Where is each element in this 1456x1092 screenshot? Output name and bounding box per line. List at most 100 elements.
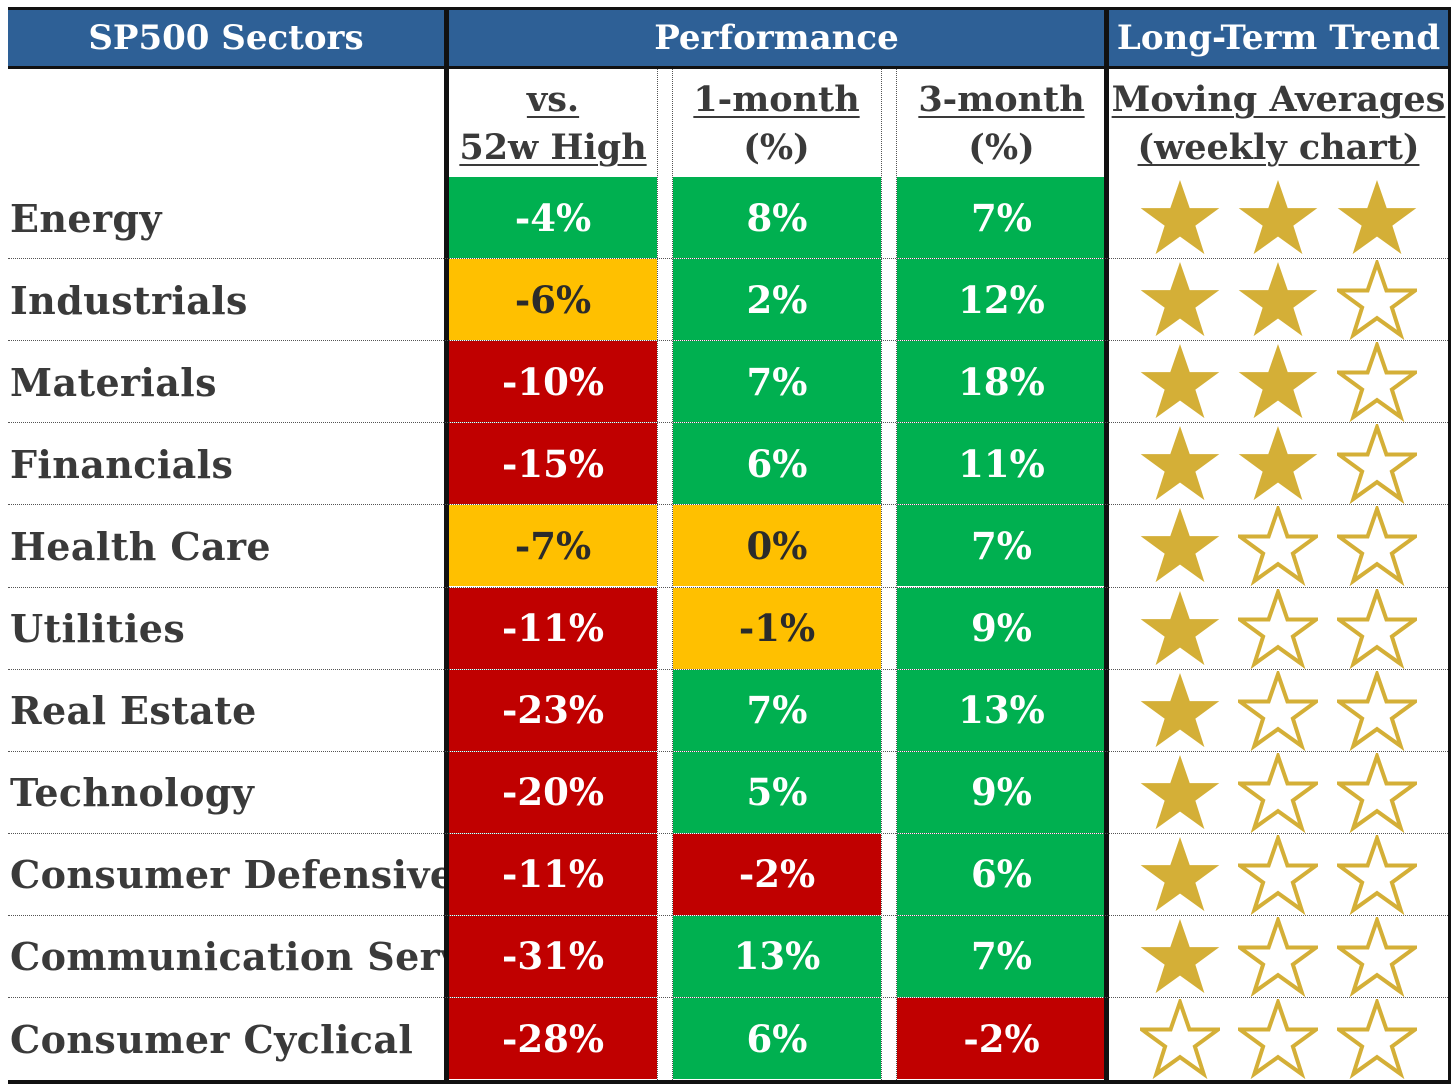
- sector-label: Technology: [10, 770, 255, 816]
- value-cell-vs52w: -6%: [449, 259, 657, 341]
- value-cell-m1: -2%: [673, 833, 881, 915]
- sector-label: Energy: [10, 195, 162, 241]
- subheader-ma-line2: (weekly chart): [1137, 127, 1420, 168]
- divider-perf-1: [657, 69, 658, 1080]
- row-divider: [8, 258, 1448, 260]
- divider-perf-3: [881, 69, 882, 1080]
- star-filled-icon: [1140, 918, 1220, 994]
- star-rating: [1109, 670, 1448, 752]
- border-bottom: [8, 1080, 1451, 1084]
- value-cell-m1: 7%: [673, 341, 881, 423]
- row-divider: [8, 422, 1448, 424]
- row-divider: [8, 914, 1448, 916]
- header-sectors: SP500 Sectors: [8, 10, 444, 66]
- divider-sectors: [444, 8, 449, 1084]
- star-outline-icon: [1336, 670, 1417, 751]
- value-cell-m1: 6%: [673, 423, 881, 505]
- divider-perf-4: [896, 69, 897, 1080]
- star-rating: [1109, 834, 1448, 916]
- subheader-3m-line2: (%): [968, 127, 1035, 168]
- star-outline-icon: [1336, 342, 1417, 423]
- header-performance: Performance: [449, 10, 1104, 66]
- value-cell-vs52w: -28%: [449, 998, 657, 1080]
- value-cell-vs52w: -10%: [449, 341, 657, 423]
- header-sectors-title: SP500 Sectors: [88, 18, 364, 58]
- value-cell-m1: 2%: [673, 259, 881, 341]
- value-cell-vs52w: -11%: [449, 587, 657, 669]
- subheader-52w-line1: vs.: [526, 79, 580, 120]
- star-outline-icon: [1140, 999, 1221, 1080]
- value-cell-m3: 13%: [897, 669, 1106, 751]
- value-cell-m1: 13%: [673, 915, 881, 997]
- value-cell-m3: 18%: [897, 341, 1106, 423]
- value-cell-vs52w: -20%: [449, 751, 657, 833]
- star-filled-icon: [1140, 508, 1220, 583]
- value-cell-m1: 7%: [673, 669, 881, 751]
- star-filled-icon: [1140, 262, 1220, 337]
- row-divider: [8, 750, 1448, 752]
- star-filled-icon: [1239, 426, 1318, 501]
- value-cell-m1: 6%: [673, 998, 881, 1080]
- sector-label: Materials: [10, 359, 217, 405]
- row-divider: [8, 340, 1448, 342]
- sector-label: Industrials: [10, 277, 248, 323]
- star-outline-icon: [1238, 752, 1319, 833]
- subheader-1m-line2: (%): [743, 127, 810, 168]
- value-cell-vs52w: -11%: [449, 833, 657, 915]
- star-outline-icon: [1336, 424, 1417, 505]
- border-top: [8, 7, 1451, 10]
- value-cell-m1: 8%: [673, 177, 881, 259]
- star-filled-icon: [1140, 672, 1220, 747]
- star-filled-icon: [1140, 754, 1220, 829]
- value-cell-vs52w: -31%: [449, 915, 657, 997]
- value-cell-vs52w: -7%: [449, 505, 657, 587]
- star-outline-icon: [1238, 999, 1319, 1080]
- subheader-3m-line1: 3-month: [918, 79, 1085, 120]
- subheader-ma-line1: Moving Averages: [1111, 79, 1446, 120]
- star-outline-icon: [1238, 834, 1319, 915]
- star-rating: [1109, 916, 1448, 998]
- sector-label: Consumer Defensive: [10, 852, 455, 898]
- sector-label: Real Estate: [10, 688, 257, 734]
- header-trend-title: Long-Term Trend: [1116, 18, 1441, 58]
- star-rating: [1109, 341, 1448, 423]
- star-outline-icon: [1238, 506, 1319, 587]
- sector-label: Utilities: [10, 606, 186, 652]
- value-cell-m1: 5%: [673, 751, 881, 833]
- star-filled-icon: [1337, 180, 1417, 255]
- star-filled-icon: [1140, 426, 1220, 501]
- row-divider: [8, 668, 1448, 670]
- star-outline-icon: [1336, 834, 1417, 915]
- subheader-3m: 3-month (%): [897, 76, 1106, 176]
- value-cell-m3: 7%: [897, 177, 1106, 259]
- value-cell-m3: 11%: [897, 423, 1106, 505]
- row-divider: [8, 586, 1448, 588]
- divider-trend: [1104, 8, 1109, 1084]
- value-cell-m1: -1%: [673, 587, 881, 669]
- star-rating: [1109, 259, 1448, 341]
- value-cell-m3: 9%: [897, 587, 1106, 669]
- star-outline-icon: [1238, 670, 1319, 751]
- star-outline-icon: [1238, 916, 1319, 997]
- star-outline-icon: [1336, 916, 1417, 997]
- value-cell-vs52w: -23%: [449, 669, 657, 751]
- border-right: [1448, 8, 1451, 1084]
- star-rating: [1109, 588, 1448, 670]
- row-divider: [8, 997, 1448, 998]
- star-outline-icon: [1336, 260, 1417, 341]
- row-divider: [8, 832, 1448, 834]
- star-filled-icon: [1140, 590, 1220, 665]
- value-cell-m3: 7%: [897, 915, 1106, 997]
- value-cell-vs52w: -4%: [449, 177, 657, 259]
- sector-label: Communication Serv.: [10, 934, 473, 980]
- subheader-52w: vs. 52w High: [449, 76, 657, 176]
- sector-label: Health Care: [10, 523, 272, 569]
- value-cell-m3: 6%: [897, 833, 1106, 915]
- star-rating: [1109, 752, 1448, 834]
- star-filled-icon: [1239, 262, 1318, 337]
- star-rating: [1109, 998, 1448, 1080]
- star-rating: [1109, 505, 1448, 587]
- subheader-1m-line1: 1-month: [693, 79, 860, 120]
- value-cell-m1: 0%: [673, 505, 881, 587]
